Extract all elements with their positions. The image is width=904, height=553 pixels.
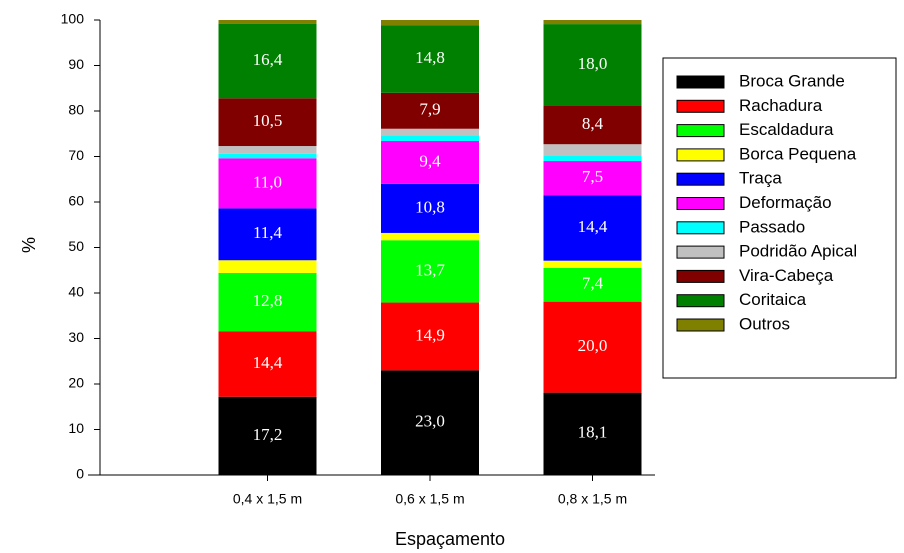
legend-swatch — [676, 245, 725, 259]
value-label: 23,0 — [415, 412, 445, 431]
bar-segment — [543, 144, 642, 156]
legend-swatch — [676, 75, 725, 89]
bar-segment — [381, 20, 479, 26]
legend-label: Coritaica — [739, 290, 807, 309]
value-label: 14,8 — [415, 48, 445, 67]
x-tick-label: 0,4 x 1,5 m — [233, 491, 302, 507]
bar-segment — [381, 240, 479, 303]
x-axis-label: Espaçamento — [395, 529, 505, 549]
y-tick-label: 30 — [68, 329, 84, 345]
bar-segment — [543, 260, 642, 268]
bar-segment — [381, 183, 479, 233]
bar-segment — [218, 158, 317, 209]
legend-swatch — [676, 99, 725, 113]
bar-segment — [543, 155, 642, 162]
y-tick-label: 0 — [76, 466, 84, 482]
value-label: 8,4 — [582, 114, 604, 133]
bar-segment — [381, 370, 479, 475]
legend-swatch — [676, 148, 725, 162]
bar-segment — [218, 153, 317, 159]
value-label: 17,2 — [253, 425, 283, 444]
value-label: 18,0 — [578, 54, 608, 73]
bar-segment — [218, 260, 317, 273]
bar-segment — [381, 128, 479, 136]
bar-segment — [543, 105, 642, 145]
value-label: 14,4 — [578, 217, 608, 236]
bar-segment — [218, 98, 317, 147]
legend-label: Escaldadura — [739, 120, 834, 139]
value-label: 14,9 — [415, 325, 445, 344]
y-tick-label: 100 — [61, 11, 85, 27]
y-tick-label: 20 — [68, 375, 84, 391]
value-label: 10,8 — [415, 197, 445, 216]
bar-segment — [218, 20, 317, 24]
legend-label: Borca Pequena — [739, 144, 857, 163]
y-tick-label: 10 — [68, 420, 84, 436]
y-axis-label: % — [19, 237, 39, 253]
legend-label: Traça — [739, 169, 782, 188]
value-label: 7,5 — [582, 167, 603, 186]
legend-label: Vira-Cabeça — [739, 266, 834, 285]
bar-segment — [381, 135, 479, 142]
value-label: 20,0 — [578, 336, 608, 355]
value-label: 11,0 — [253, 172, 282, 191]
y-tick-label: 70 — [68, 147, 84, 163]
bar-segment — [543, 301, 642, 393]
bar-segment — [381, 25, 479, 93]
bar-segment — [218, 331, 317, 397]
value-label: 9,4 — [419, 151, 441, 170]
value-label: 14,4 — [253, 353, 283, 372]
bar-segment — [381, 141, 479, 184]
y-tick-label: 40 — [68, 284, 84, 300]
bar-segment — [543, 161, 642, 196]
bar-segment — [381, 302, 479, 371]
legend-swatch — [676, 197, 725, 210]
bar-segment — [218, 272, 317, 332]
y-tick-label: 90 — [68, 56, 84, 72]
value-label: 18,1 — [578, 423, 608, 442]
legend-swatch — [676, 124, 725, 138]
bar-segment — [218, 208, 317, 261]
value-label: 10,5 — [253, 111, 283, 130]
legend-label: Passado — [739, 217, 805, 236]
bar-segment — [543, 392, 642, 475]
value-label: 12,8 — [253, 291, 283, 310]
x-tick-label: 0,8 x 1,5 m — [558, 491, 627, 507]
bar-segment — [543, 267, 642, 302]
y-tick-label: 80 — [68, 102, 84, 118]
legend-label: Outros — [739, 314, 790, 333]
legend-label: Rachadura — [739, 96, 823, 115]
legend-swatch — [676, 172, 725, 186]
bar-segment — [543, 195, 642, 261]
legend-label: Broca Grande — [739, 71, 845, 90]
value-label: 7,9 — [419, 100, 440, 119]
value-label: 11,4 — [253, 223, 283, 242]
y-tick-label: 50 — [68, 238, 84, 254]
legend-swatch — [676, 269, 725, 283]
legend-label: Podridão Apical — [739, 242, 857, 261]
value-label: 7,4 — [582, 274, 604, 293]
legend-label: Deformação — [739, 193, 832, 212]
bar-segment — [218, 23, 317, 99]
bar-segment — [543, 24, 642, 106]
legend-swatch — [676, 318, 725, 332]
value-label: 13,7 — [415, 260, 445, 279]
bar-segment — [381, 92, 479, 129]
value-label: 16,4 — [253, 50, 283, 69]
bar-segment — [381, 232, 479, 241]
bar-segment — [218, 146, 317, 154]
legend-swatch — [676, 221, 725, 235]
x-tick-label: 0,6 x 1,5 m — [395, 491, 464, 507]
y-tick-label: 60 — [68, 193, 84, 209]
bar-segment — [543, 20, 642, 25]
legend-swatch — [676, 294, 725, 308]
bar-segment — [218, 396, 317, 475]
